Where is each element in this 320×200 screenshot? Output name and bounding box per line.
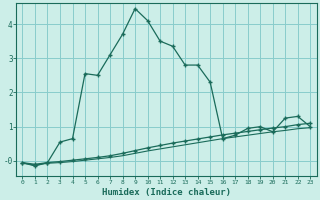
X-axis label: Humidex (Indice chaleur): Humidex (Indice chaleur)	[102, 188, 231, 197]
